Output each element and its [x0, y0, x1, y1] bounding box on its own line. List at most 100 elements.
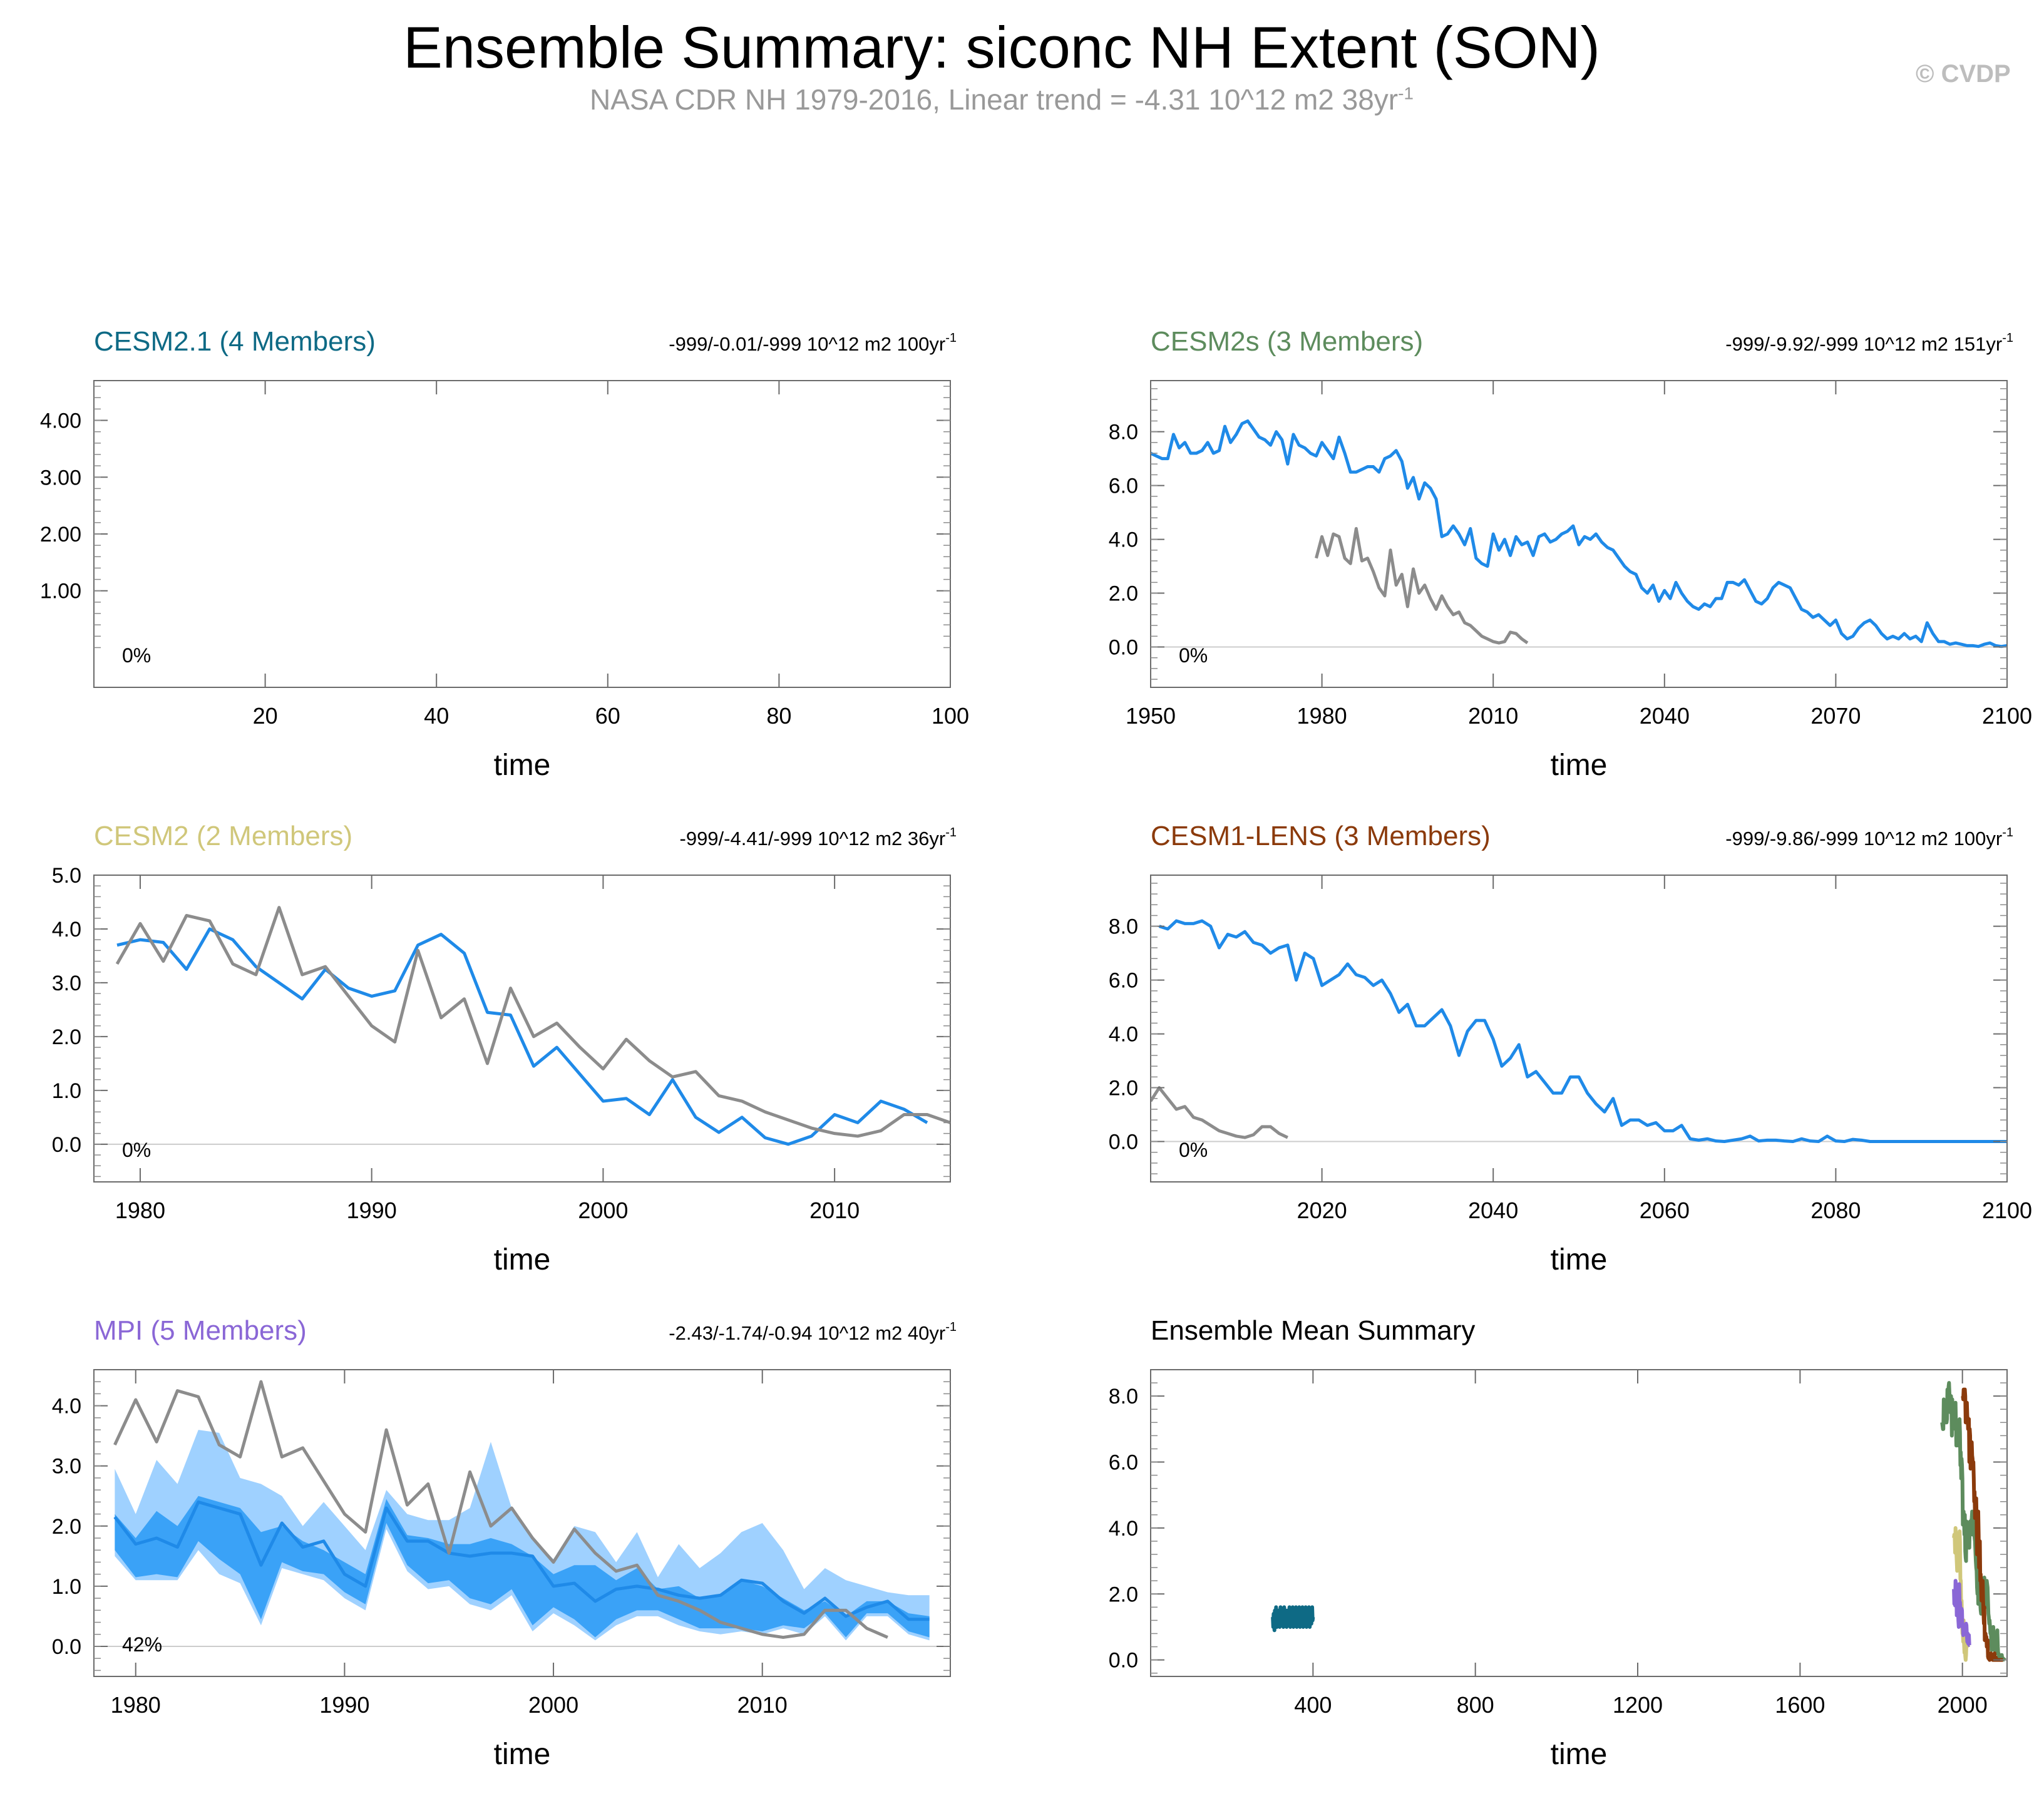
- trend-label: -999/-9.92/-999 10^12 m2 151yr-1: [1725, 331, 2013, 355]
- y-tick-label: 3.0: [52, 972, 81, 995]
- x-tick-label: 2000: [578, 1198, 628, 1223]
- y-tick-label: 8.0: [1109, 1385, 1138, 1408]
- y-tick-label: 4.0: [1109, 1023, 1138, 1047]
- series-line-ensemble_mean: [116, 927, 928, 1146]
- x-tick-label: 1600: [1775, 1692, 1825, 1718]
- x-tick-label: 20: [253, 703, 278, 729]
- x-tick-label: 1950: [1126, 703, 1176, 729]
- x-tick-label: 2010: [809, 1198, 860, 1223]
- chart-panel-mpi: MPI (5 Members) -2.43/-1.74/-0.94 10^12 m…: [52, 1315, 957, 1771]
- trend-superscript: -1: [2002, 331, 2013, 345]
- plot-frame: [1150, 875, 2008, 1183]
- trend-value: -999/-9.86/-999 10^12 m2 100yr: [1725, 828, 2002, 849]
- x-tick-label: 1200: [1613, 1692, 1663, 1718]
- plot-area: [1271, 1381, 2007, 1662]
- percent-label: 0%: [1179, 644, 1208, 667]
- x-tick-label: 1990: [319, 1692, 369, 1718]
- chart-title: CESM2s (3 Members): [1151, 326, 1423, 357]
- series-line-ensemble_mean: [1158, 919, 2007, 1144]
- x-tick-label: 2070: [1810, 703, 1861, 729]
- y-tick-label: 2.0: [52, 1515, 81, 1539]
- y-tick-label: 6.0: [1109, 1451, 1138, 1475]
- x-tick-label: 40: [424, 703, 449, 729]
- series-line-mpi: [1952, 1579, 1971, 1647]
- x-tick-label: 1990: [347, 1198, 397, 1223]
- plot-frame: [93, 380, 951, 688]
- subtitle-superscript: -1: [1398, 83, 1414, 103]
- x-tick-label: 2000: [1938, 1692, 1988, 1718]
- series-line-cesm2s: [1940, 1381, 2007, 1662]
- y-tick-label: 3.0: [52, 1455, 81, 1479]
- trend-superscript: -1: [945, 331, 957, 345]
- y-tick-label: 0.0: [52, 1635, 81, 1659]
- trend-value: -999/-9.92/-999 10^12 m2 151yr: [1725, 333, 2002, 355]
- x-tick-label: 2100: [1982, 1198, 2032, 1223]
- series-line-cesm1lens: [1961, 1387, 2005, 1662]
- trend-label: -999/-0.01/-999 10^12 m2 100yr-1: [669, 331, 957, 355]
- trend-label: -999/-9.86/-999 10^12 m2 100yr-1: [1725, 826, 2013, 849]
- series-line-obs: [115, 906, 950, 1138]
- series-line-obs: [1151, 1086, 1288, 1139]
- series-line-cesm21: [1271, 1605, 1315, 1633]
- series-line-ensemble_mean: [1151, 419, 2007, 649]
- y-tick-label: 0.0: [1109, 1649, 1138, 1673]
- x-tick-label: 1980: [111, 1692, 161, 1718]
- plot-area: [1151, 419, 2007, 649]
- page-subtitle: NASA CDR NH 1979-2016, Linear trend = -4…: [0, 83, 2003, 116]
- chart-title: CESM1-LENS (3 Members): [1151, 821, 1491, 851]
- y-tick-label: 4.0: [52, 1395, 81, 1419]
- spread-outer-band: [115, 1430, 930, 1641]
- y-tick-label: 2.0: [52, 1025, 81, 1049]
- chart-panel-cesm2s: CESM2s (3 Members) -999/-9.92/-999 10^12 …: [1109, 326, 2032, 782]
- x-axis-label: time: [494, 749, 551, 782]
- x-tick-label: 2060: [1640, 1198, 1690, 1223]
- trend-superscript: -1: [945, 1320, 957, 1334]
- x-axis-label: time: [1551, 1738, 1608, 1771]
- chart-panel-summary: Ensemble Mean Summary 400 800 1200 1600 2000 0…: [1109, 1315, 2008, 1771]
- subtitle-text: NASA CDR NH 1979-2016, Linear trend = -4…: [589, 83, 1399, 116]
- y-tick-label: 1.00: [40, 580, 81, 603]
- x-axis-label: time: [494, 1243, 551, 1276]
- trend-label: -2.43/-1.74/-0.94 10^12 m2 40yr-1: [669, 1320, 957, 1344]
- x-tick-label: 2000: [528, 1692, 578, 1718]
- y-tick-label: 2.0: [1109, 1583, 1138, 1606]
- plot-area: [1151, 919, 2007, 1144]
- plot-frame: [1150, 1369, 2008, 1677]
- y-tick-label: 8.0: [1109, 421, 1138, 444]
- trend-label: -999/-4.41/-999 10^12 m2 36yr-1: [680, 826, 957, 849]
- series-line-ensemble_mean: [113, 1500, 930, 1621]
- trend-superscript: -1: [945, 826, 957, 839]
- chart-panel-cesm21: CESM2.1 (4 Members) -999/-0.01/-999 10^12…: [40, 326, 969, 782]
- chart-title: CESM2 (2 Members): [94, 821, 352, 851]
- y-tick-label: 2.00: [40, 523, 81, 546]
- x-tick-label: 2010: [1468, 703, 1518, 729]
- percent-label: 42%: [122, 1633, 162, 1656]
- x-tick-label: 2010: [737, 1692, 788, 1718]
- chart-title: MPI (5 Members): [94, 1315, 307, 1346]
- trend-value: -999/-0.01/-999 10^12 m2 100yr: [669, 333, 945, 355]
- x-axis-label: time: [494, 1738, 551, 1771]
- x-tick-label: 2040: [1640, 703, 1690, 729]
- plot-area: [94, 1380, 950, 1647]
- y-tick-label: 4.0: [52, 918, 81, 942]
- plot-area: [94, 906, 950, 1146]
- y-tick-label: 3.00: [40, 466, 81, 490]
- x-tick-label: 2080: [1810, 1198, 1861, 1223]
- x-tick-label: 100: [932, 703, 969, 729]
- y-tick-label: 0.0: [52, 1133, 81, 1157]
- page-title: Ensemble Summary: siconc NH Extent (SON): [403, 14, 1600, 80]
- y-tick-label: 8.0: [1109, 915, 1138, 939]
- series-line-obs: [1315, 526, 1529, 645]
- x-axis-label: time: [1551, 1243, 1608, 1276]
- y-tick-label: 6.0: [1109, 969, 1138, 993]
- y-tick-label: 4.00: [40, 409, 81, 433]
- chart-panel-cesm2: CESM2 (2 Members) -999/-4.41/-999 10^12 m…: [52, 821, 957, 1276]
- x-tick-label: 80: [766, 703, 791, 729]
- trend-value: -999/-4.41/-999 10^12 m2 36yr: [680, 828, 946, 849]
- chart-title: Ensemble Mean Summary: [1151, 1315, 1475, 1346]
- y-tick-label: 0.0: [1109, 636, 1138, 660]
- y-tick-label: 2.0: [1109, 582, 1138, 606]
- plot-frame: [93, 1369, 951, 1677]
- x-tick-label: 2040: [1468, 1198, 1518, 1223]
